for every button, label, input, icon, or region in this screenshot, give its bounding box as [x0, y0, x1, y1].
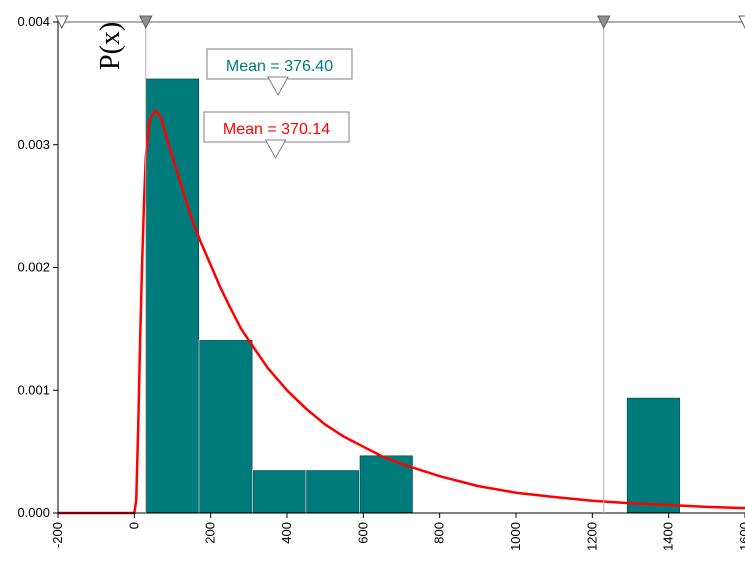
histogram-bar-6	[626, 397, 681, 514]
y-tick-label-2: 0.002	[17, 260, 50, 275]
mean-pointer-1	[267, 76, 289, 97]
x-tick-label-0: -200	[50, 522, 65, 548]
x-tick-label-7: 1200	[584, 522, 599, 551]
mean-labels: Mean = 376.40 Mean = 370.14	[203, 48, 353, 160]
histogram-bar-1	[145, 77, 200, 514]
range-marker-3[interactable]	[738, 15, 745, 30]
x-tick-label-8: 1400	[661, 522, 676, 551]
range-markers[interactable]	[55, 15, 745, 513]
histogram-bars	[145, 77, 681, 514]
histogram-bar-4	[305, 469, 361, 514]
range-marker-1[interactable]	[138, 15, 153, 30]
y-tick-label-4: 0.004	[17, 14, 50, 29]
tick-labels: 0.000 0.001 0.002 0.003 0.004 -200 0 200 400 600 8…	[17, 14, 745, 551]
x-tick-label-9: 1600	[737, 522, 745, 551]
mean-pointer-2	[264, 139, 287, 160]
mean-label-text-2: Mean = 370.14	[223, 121, 330, 138]
axes	[57, 16, 745, 514]
x-tick-label-3: 400	[279, 522, 294, 544]
y-tick-label-0: 0.000	[17, 505, 50, 520]
y-tick-label-1: 0.001	[17, 382, 50, 397]
x-tick-label-5: 800	[432, 522, 447, 544]
y-tick-label-3: 0.003	[17, 137, 50, 152]
histogram-bar-2	[198, 339, 254, 514]
fitted-curve-line	[58, 109, 745, 515]
x-tick-label-1: 0	[126, 522, 141, 529]
mean-label-box-2	[203, 111, 350, 143]
y-axis-label: P(x)	[95, 22, 126, 70]
x-tick-label-4: 600	[355, 522, 370, 544]
x-tick-label-2: 200	[203, 522, 218, 544]
fitted-curve-group	[58, 109, 745, 515]
histogram-bar-3	[252, 469, 307, 514]
mean-label-box-1	[206, 48, 353, 80]
range-marker-0[interactable]	[55, 15, 69, 30]
x-tick-label-6: 1000	[508, 522, 523, 551]
range-marker-2[interactable]	[596, 15, 611, 30]
mean-label-text-1: Mean = 376.40	[226, 58, 333, 75]
